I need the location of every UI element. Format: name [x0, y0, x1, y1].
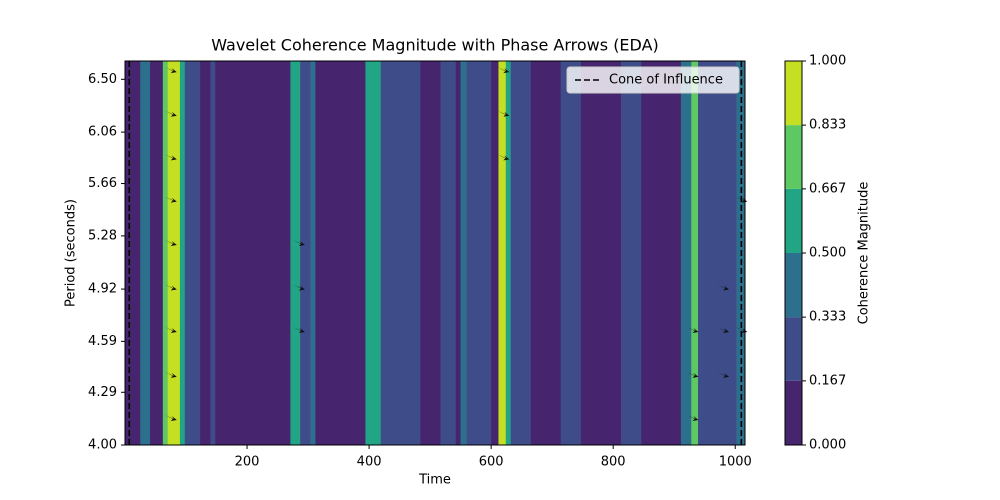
phase-arrow: [164, 67, 177, 74]
coherence-band: [380, 61, 421, 445]
coherence-band: [491, 61, 499, 445]
colorbar-tick-label: 0.167: [809, 373, 846, 388]
colorbar-tick-label: 0.000: [809, 438, 846, 453]
coherence-band: [505, 61, 511, 445]
coherence-band: [162, 61, 169, 445]
phase-arrow: [164, 284, 177, 291]
coherence-band: [125, 61, 141, 445]
coherence-band: [200, 61, 211, 445]
phase-arrow: [717, 326, 730, 333]
coherence-band: [716, 61, 737, 445]
phase-arrow: [735, 326, 748, 333]
coherence-band: [290, 61, 301, 445]
coherence-band: [315, 61, 366, 445]
legend-label: Cone of Influence: [609, 73, 723, 88]
colorbar-tick-label: 0.333: [809, 310, 846, 325]
coherence-band: [179, 61, 186, 445]
phase-arrow: [164, 414, 177, 421]
coherence-band: [167, 61, 181, 445]
coherence-band: [580, 61, 622, 445]
y-tick-label: 5.66: [88, 176, 117, 191]
x-tick-label: 1000: [719, 455, 752, 470]
y-tick-label: 5.28: [88, 228, 117, 243]
legend-box: [566, 66, 740, 94]
coherence-band: [621, 61, 642, 445]
y-tick-label: 4.92: [88, 282, 117, 297]
coherence-band: [680, 61, 692, 445]
coherence-band: [560, 61, 582, 445]
coherence-band: [466, 61, 492, 445]
chart-title: Wavelet Coherence Magnitude with Phase A…: [211, 36, 659, 55]
coherence-band: [455, 61, 461, 445]
coherence-band: [460, 61, 468, 445]
coherence-band: [184, 61, 201, 445]
phase-arrow: [686, 326, 699, 333]
colorbar-segment: [785, 188, 802, 253]
x-tick-label: 600: [479, 455, 504, 470]
coherence-band: [215, 61, 291, 445]
colorbar-label: Coherence Magnitude: [857, 182, 872, 325]
phase-arrow: [164, 196, 177, 203]
phase-arrow: [164, 110, 177, 117]
x-axis-label: Time: [418, 473, 451, 488]
x-tick-label: 200: [235, 455, 260, 470]
phase-arrow: [686, 414, 699, 421]
y-tick-label: 4.29: [88, 385, 117, 400]
coherence-band: [440, 61, 457, 445]
colorbar-segment: [785, 380, 802, 445]
coherence-band: [510, 61, 532, 445]
x-tick-label: 800: [601, 455, 626, 470]
phase-arrow: [717, 371, 730, 378]
coherence-band: [310, 61, 316, 445]
coherence-band: [150, 61, 164, 445]
colorbar-tick-label: 0.500: [809, 246, 846, 261]
colorbar-segment: [785, 125, 802, 189]
phase-arrow: [164, 326, 177, 333]
y-axis-label: Period (seconds): [64, 199, 79, 307]
colorbar-tick-label: 0.833: [809, 118, 846, 133]
coherence-band: [641, 61, 682, 445]
colorbar-segment: [785, 317, 802, 381]
y-tick-label: 4.00: [88, 438, 117, 453]
phase-arrow: [292, 284, 305, 291]
coherence-band: [365, 61, 381, 445]
coherence-band: [210, 61, 216, 445]
phase-arrow: [164, 154, 177, 161]
coherence-band: [300, 61, 311, 445]
colorbar-tick-label: 1.000: [809, 54, 846, 69]
phase-arrow: [717, 284, 730, 291]
coherence-band: [420, 61, 441, 445]
colorbar-segment: [785, 61, 802, 126]
y-tick-label: 6.06: [88, 125, 117, 140]
x-tick-label: 400: [357, 455, 382, 470]
phase-arrow: [164, 371, 177, 378]
phase-arrow: [292, 240, 305, 247]
phase-arrow: [686, 371, 699, 378]
phase-arrow: [497, 110, 510, 117]
coherence-band: [498, 61, 507, 445]
coherence-band: [698, 61, 717, 445]
coherence-band: [140, 61, 151, 445]
phase-arrow: [292, 326, 305, 333]
phase-arrow: [164, 240, 177, 247]
phase-arrow: [497, 154, 510, 161]
plot-frame: [124, 60, 746, 446]
y-tick-label: 4.59: [88, 334, 117, 349]
y-tick-label: 6.50: [88, 72, 117, 87]
colorbar-tick-label: 0.667: [809, 181, 846, 196]
coherence-band: [691, 61, 699, 445]
coherence-band: [530, 61, 562, 445]
phase-arrow: [497, 67, 510, 74]
colorbar-segment: [785, 253, 802, 318]
